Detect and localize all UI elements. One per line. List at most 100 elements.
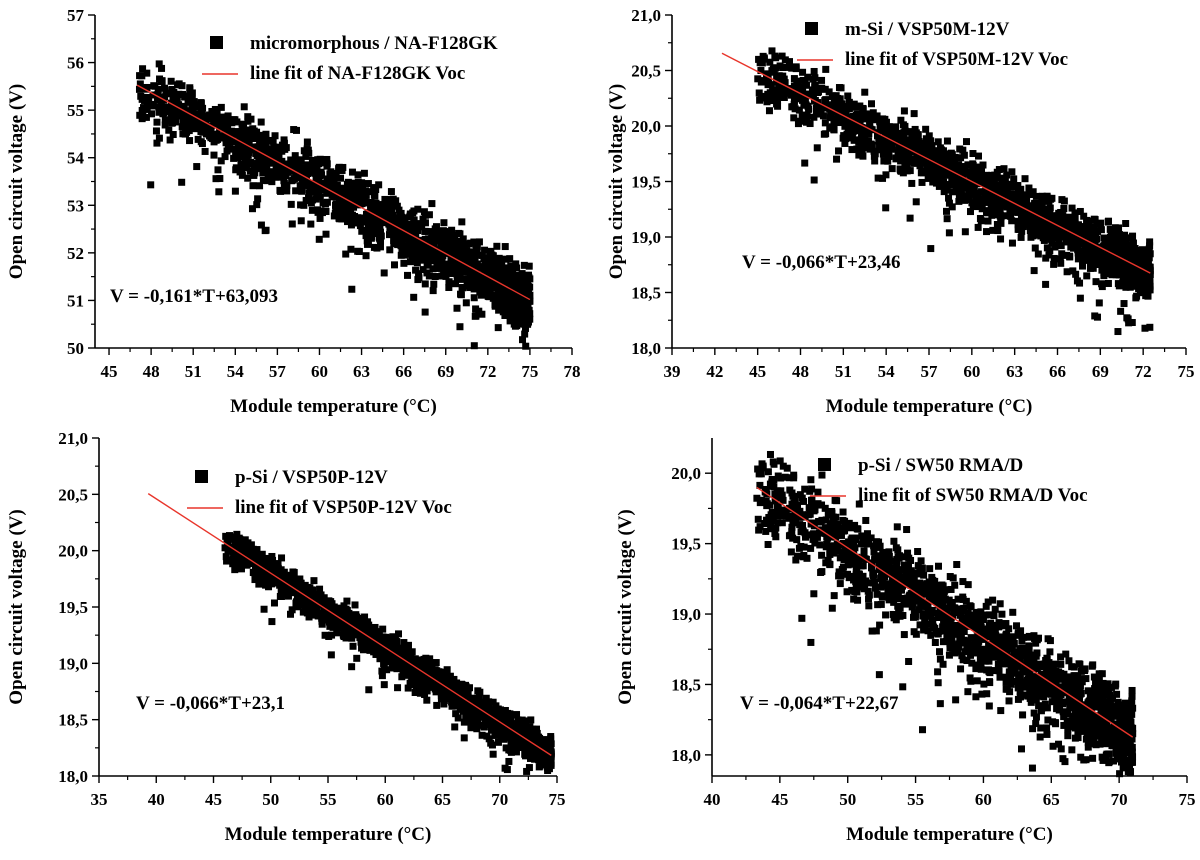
data-point [423, 269, 430, 276]
data-point [1008, 217, 1015, 224]
data-point [322, 208, 329, 215]
x-tick-label: 51 [185, 362, 202, 381]
data-point [438, 272, 445, 279]
y-axis-label: Open circuit voltage (V) [6, 509, 27, 704]
x-tick-label: 69 [437, 362, 454, 381]
data-point [310, 605, 317, 612]
data-point [298, 186, 305, 193]
data-point [963, 138, 970, 145]
data-point [1069, 205, 1076, 212]
y-tick-label: 19,5 [631, 173, 661, 192]
data-point [989, 204, 996, 211]
data-point [994, 221, 1001, 228]
data-point [814, 144, 821, 151]
data-point [248, 160, 255, 167]
data-point [788, 65, 795, 72]
x-tick-label: 60 [311, 362, 328, 381]
data-point [407, 211, 414, 218]
data-point [365, 217, 372, 224]
data-point [268, 618, 275, 625]
data-point [1057, 260, 1064, 267]
data-point [997, 235, 1004, 242]
data-point [975, 224, 982, 231]
data-point [850, 128, 857, 135]
scatter-series [222, 531, 555, 775]
data-point [390, 196, 397, 203]
y-tick-label: 19,5 [58, 598, 88, 617]
data-point [433, 659, 440, 666]
data-point [499, 298, 506, 305]
data-point [404, 272, 411, 279]
data-point [254, 195, 261, 202]
data-point [519, 336, 526, 343]
x-tick-label: 66 [1049, 362, 1066, 381]
y-axis-label: Open circuit voltage (V) [6, 84, 27, 279]
data-point [292, 187, 299, 194]
data-point [490, 699, 497, 706]
data-point [412, 689, 419, 696]
data-point [501, 312, 508, 319]
data-point [1042, 206, 1049, 213]
data-point [1121, 300, 1128, 307]
data-point [1122, 220, 1129, 227]
x-axis-label: Module temperature (°C) [230, 396, 437, 417]
y-tick-label: 20,5 [58, 485, 88, 504]
data-point [282, 171, 289, 178]
data-point [1121, 263, 1128, 270]
data-point [1113, 271, 1120, 278]
data-point [1018, 217, 1025, 224]
data-point [409, 648, 416, 655]
data-point [474, 243, 481, 250]
data-point [343, 214, 350, 221]
data-point [218, 104, 225, 111]
fit-equation: V = -0,161*T+63,093 [110, 286, 278, 307]
data-point [215, 188, 222, 195]
data-point [378, 655, 385, 662]
data-point [421, 687, 428, 694]
data-point [222, 153, 229, 160]
data-point [151, 83, 158, 90]
data-point [229, 560, 236, 567]
data-point [376, 225, 383, 232]
data-point [430, 281, 437, 288]
data-point [408, 668, 415, 675]
data-point [876, 137, 883, 144]
data-point [212, 106, 219, 113]
data-point [490, 751, 497, 758]
data-point [409, 241, 416, 248]
y-tick-label: 55 [67, 101, 84, 120]
data-point [854, 103, 861, 110]
data-point [1079, 223, 1086, 230]
data-point [251, 576, 258, 583]
data-point [475, 308, 482, 315]
data-point [378, 668, 385, 675]
data-point [265, 583, 272, 590]
data-point [1137, 252, 1144, 259]
x-tick-label: 60 [963, 362, 980, 381]
data-point [1117, 308, 1124, 315]
data-point [323, 231, 330, 238]
data-point [424, 247, 431, 254]
data-point [1100, 272, 1107, 279]
data-point [527, 716, 534, 723]
y-tick-label: 56 [67, 54, 84, 73]
data-point [366, 641, 373, 648]
data-point [799, 69, 806, 76]
data-point [451, 723, 458, 730]
x-tick-label: 39 [664, 362, 681, 381]
data-point [978, 217, 985, 224]
data-point [875, 175, 882, 182]
data-point [267, 557, 274, 564]
data-point [811, 177, 818, 184]
data-point [1018, 234, 1025, 241]
data-point [245, 127, 252, 134]
data-point [456, 323, 463, 330]
data-point [249, 182, 256, 189]
data-point [522, 343, 529, 350]
data-point [869, 142, 876, 149]
legend-marker-points [195, 470, 208, 483]
data-point [284, 572, 291, 579]
data-point [1077, 295, 1084, 302]
data-point [426, 211, 433, 218]
